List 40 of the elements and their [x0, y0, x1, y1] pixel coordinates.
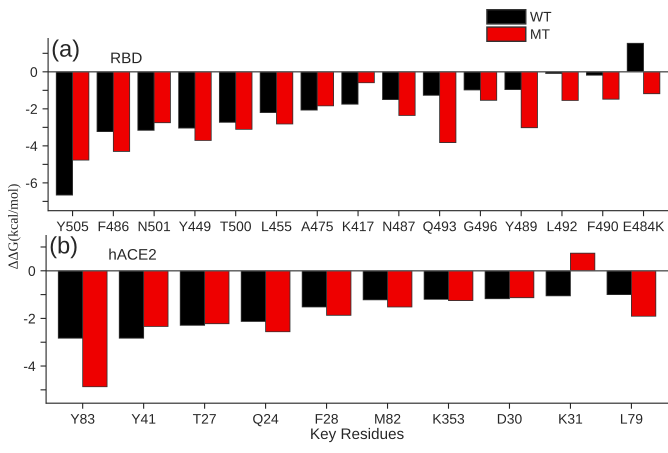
x-tick-label: F28	[316, 414, 338, 424]
x-tick-label: N501	[138, 221, 170, 232]
x-tick-label: Q493	[423, 221, 456, 234]
x-tick-label: F486	[98, 221, 129, 232]
x-tick-label: T27	[192, 414, 216, 424]
y-axis-title: ΔΔG(kcal/mol)	[8, 184, 21, 269]
y-tick-label: -2	[24, 314, 35, 324]
y-tick-label: 0	[30, 67, 38, 77]
annotation: RBD	[111, 52, 142, 64]
x-tick-label: Q24	[253, 414, 278, 426]
y-tick-label: -6	[26, 178, 38, 188]
y-tick-label: 0	[28, 266, 36, 276]
x-tick-label: Y505	[56, 221, 88, 232]
x-tick-label: L455	[262, 222, 292, 232]
x-tick-label: K353	[433, 414, 464, 424]
legend-label: WT	[530, 12, 552, 22]
y-tick-label: -4	[26, 141, 38, 151]
x-tick-label: T500	[220, 221, 251, 232]
x-tick-label: Y449	[179, 221, 210, 232]
x-tick-label: M82	[375, 414, 400, 424]
y-tick-label: -2	[26, 104, 37, 114]
x-tick-label: E484K	[624, 221, 664, 232]
x-tick-label: G496	[464, 221, 497, 232]
x-tick-label: F490	[588, 221, 618, 232]
annotation: (a)	[52, 40, 79, 62]
annotation: (b)	[50, 236, 77, 258]
x-tick-label: L492	[548, 221, 577, 232]
x-tick-label: K417	[342, 222, 374, 232]
x-tick-label: K31	[559, 414, 582, 424]
x-axis-title: Key Residues	[311, 428, 404, 442]
y-tick-label: -4	[24, 362, 36, 372]
x-tick-label: N487	[383, 221, 415, 232]
x-tick-label: Y489	[505, 221, 537, 232]
x-tick-label: A475	[301, 222, 333, 232]
annotation: hACE2	[109, 248, 156, 260]
x-tick-label: Y41	[132, 414, 156, 424]
x-tick-label: D30	[498, 414, 522, 424]
legend-label: MT	[531, 29, 550, 39]
x-tick-label: L79	[620, 414, 642, 424]
x-tick-label: Y83	[70, 414, 94, 424]
